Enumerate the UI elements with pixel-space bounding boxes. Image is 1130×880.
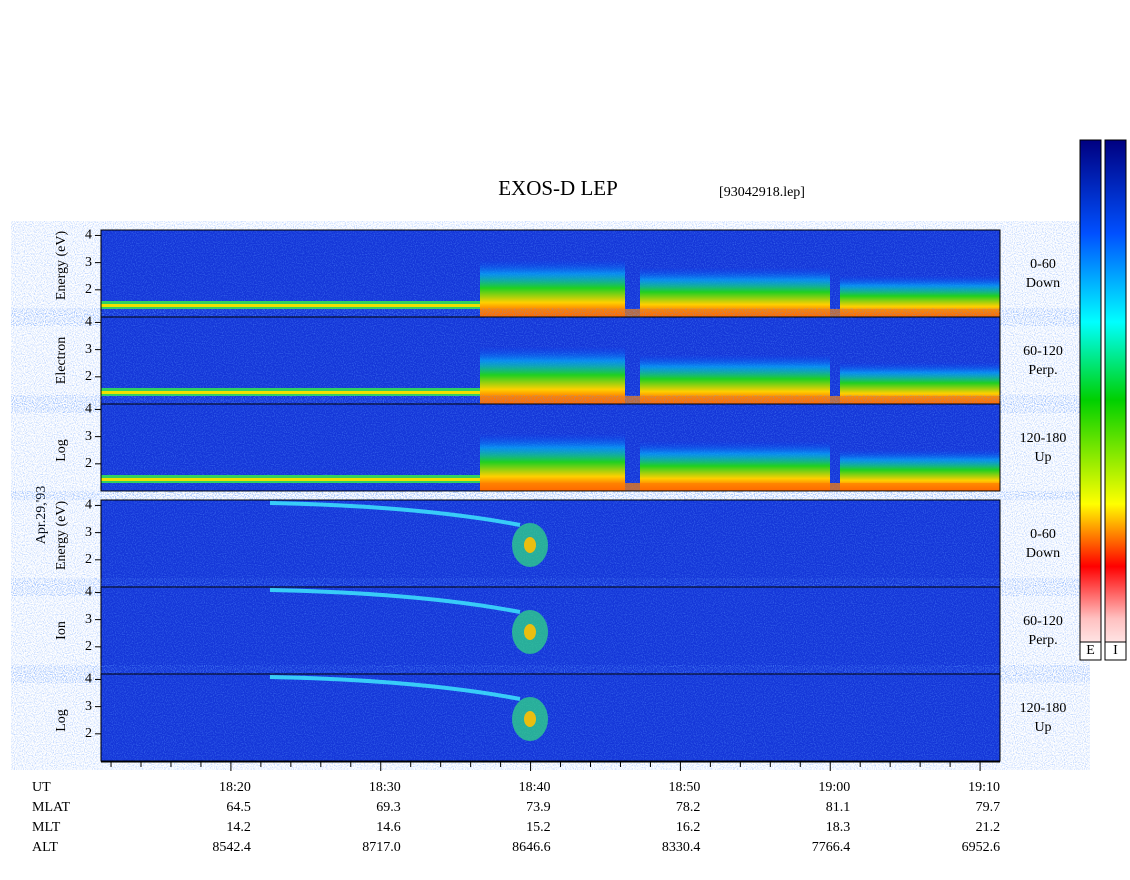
spectrogram-streak [269, 675, 521, 701]
colorbar [1079, 139, 1102, 661]
x-tick-label: 18:50 [669, 780, 701, 795]
ephemeris-value: 15.2 [526, 820, 551, 835]
spectrogram-streak [269, 588, 521, 614]
ephemeris-name: MLT [32, 820, 61, 835]
y-tick-label: 2 [85, 282, 92, 297]
y-tick-label: 3 [85, 612, 92, 627]
colorbar-label-box [1104, 641, 1127, 661]
ephemeris-value: 8717.0 [362, 840, 401, 855]
y-tick-label: 2 [85, 456, 92, 471]
y-axis-label: Log [54, 709, 69, 732]
y-tick-label: 4 [85, 498, 92, 513]
title: EXOS-D LEP [498, 176, 618, 200]
ephemeris-value: 8330.4 [662, 840, 701, 855]
panel-frame [100, 673, 1001, 762]
spectrogram-activity [640, 354, 830, 404]
y-tick-label: 4 [85, 228, 92, 243]
y-tick-label: 4 [85, 672, 92, 687]
spectrogram-activity [480, 259, 625, 317]
y-axis-label: Ion [54, 621, 69, 640]
spectrogram-activity [480, 433, 625, 491]
x-tick-label: 19:00 [818, 780, 850, 795]
subtitle: [93042918.lep] [719, 185, 805, 200]
ephemeris-value: 14.2 [226, 820, 251, 835]
spectrogram-noise [101, 674, 1000, 761]
ephemeris-value: 8542.4 [212, 840, 251, 855]
spectrogram-band-core [101, 304, 481, 307]
x-tick-label: 19:10 [968, 780, 1000, 795]
spectrogram-activity [640, 441, 830, 491]
ephemeris-value: 73.9 [526, 800, 551, 815]
ephemeris-value: 78.2 [676, 800, 701, 815]
ephemeris-value: 8646.6 [512, 840, 551, 855]
panel-label: 0-60 [1030, 257, 1056, 272]
ephemeris-value: 69.3 [376, 800, 401, 815]
ephemeris-value: 18.3 [826, 820, 851, 835]
date-label: Apr.29,'93 [34, 486, 49, 545]
colorbar [1104, 139, 1127, 661]
panel-label: Down [1026, 546, 1060, 561]
ephemeris-value: 81.1 [826, 800, 851, 815]
y-tick-label: 2 [85, 639, 92, 654]
spectrogram-noise [101, 500, 1000, 587]
ephemeris-value: 64.5 [226, 800, 251, 815]
spectrogram-streak [269, 501, 521, 527]
ephemeris-value: 16.2 [676, 820, 701, 835]
y-axis-label: Energy (eV) [54, 231, 69, 301]
colorbar-label: I [1113, 643, 1118, 658]
spectrogram-blob-core [524, 624, 536, 640]
ephemeris-name: UT [32, 780, 51, 795]
ephemeris-value: 14.6 [376, 820, 401, 835]
panel-label: 60-120 [1023, 344, 1063, 359]
panel-label: Up [1034, 450, 1051, 465]
panel-label: 0-60 [1030, 527, 1056, 542]
ephemeris-name: MLAT [32, 800, 71, 815]
spectrogram-band-core [101, 391, 481, 394]
y-tick-label: 3 [85, 429, 92, 444]
x-tick-label: 18:40 [519, 780, 551, 795]
panel-label: Down [1026, 276, 1060, 291]
y-tick-label: 3 [85, 525, 92, 540]
x-tick-label: 18:30 [369, 780, 401, 795]
y-tick-label: 4 [85, 315, 92, 330]
spectrogram-activity [480, 396, 1000, 404]
y-tick-label: 4 [85, 402, 92, 417]
colorbar-label-box [1079, 641, 1102, 661]
ephemeris-value: 79.7 [976, 800, 1001, 815]
ephemeris-value: 7766.4 [812, 840, 851, 855]
spectrogram-blob-core [524, 537, 536, 553]
spectrogram-blob-core [524, 711, 536, 727]
y-tick-label: 2 [85, 552, 92, 567]
spectrogram-activity [480, 346, 625, 404]
spectrogram-activity [480, 309, 1000, 317]
panel-frame [100, 403, 1001, 492]
colorbar-label: E [1086, 643, 1095, 658]
spectrogram-band-core [101, 478, 481, 481]
panel-label: Perp. [1028, 363, 1057, 378]
ephemeris-value: 21.2 [976, 820, 1001, 835]
spectrogram-noise [101, 587, 1000, 674]
y-tick-label: 3 [85, 699, 92, 714]
y-tick-label: 3 [85, 255, 92, 270]
y-axis-label: Log [54, 439, 69, 462]
y-axis-label: Electron [54, 337, 69, 384]
panel-label: Up [1034, 720, 1051, 735]
spectrogram-activity [480, 483, 1000, 491]
y-tick-label: 2 [85, 369, 92, 384]
spectrogram-activity [640, 267, 830, 317]
panel-label: 60-120 [1023, 614, 1063, 629]
ephemeris-value: 6952.6 [962, 840, 1001, 855]
y-tick-label: 4 [85, 585, 92, 600]
panel-label: 120-180 [1020, 701, 1067, 716]
y-tick-label: 3 [85, 342, 92, 357]
panel-label: Perp. [1028, 633, 1057, 648]
y-axis-label: Energy (eV) [54, 501, 69, 571]
y-tick-label: 2 [85, 726, 92, 741]
ephemeris-name: ALT [32, 840, 58, 855]
panel-label: 120-180 [1020, 431, 1067, 446]
x-tick-label: 18:20 [219, 780, 251, 795]
